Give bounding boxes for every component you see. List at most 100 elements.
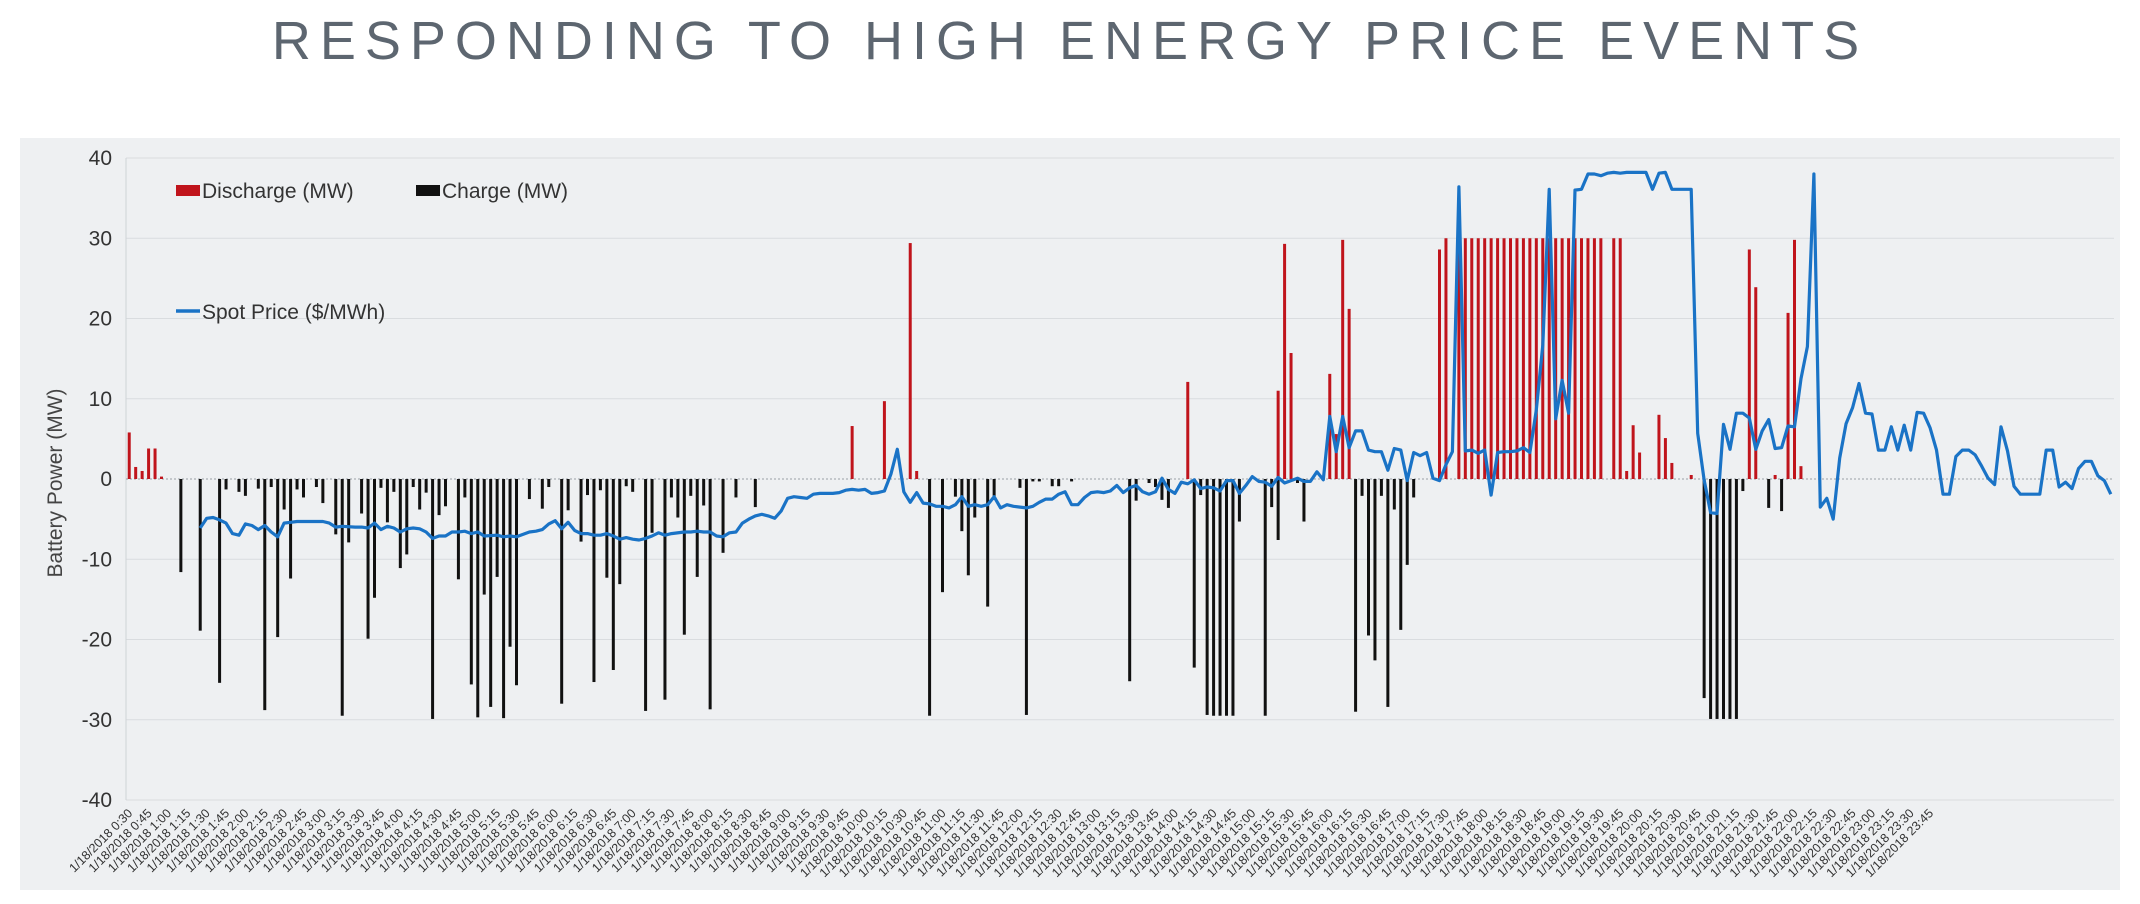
charge-bar (1405, 479, 1409, 565)
discharge-bar (1754, 287, 1758, 479)
charge-bar (618, 479, 622, 585)
discharge-bar (1599, 238, 1603, 479)
charge-bar (611, 479, 615, 670)
charge-bar (605, 479, 609, 578)
charge-bar (1018, 479, 1022, 488)
discharge-bar (1496, 238, 1500, 479)
charge-bar (1212, 479, 1216, 716)
discharge-bar (1463, 238, 1467, 479)
charge-bar (340, 479, 344, 716)
chart-container: 40 30 20 10 0 -10 -20 -30 -40 1/18/2018 0:30 1/18… (20, 138, 2120, 890)
charge-bar (644, 479, 648, 711)
charge-bar (1128, 479, 1132, 682)
charge-bar (540, 479, 544, 509)
discharge-bar (1489, 238, 1493, 479)
discharge-bar (1689, 474, 1693, 479)
charge-bar (586, 479, 589, 496)
legend-swatch (176, 185, 200, 196)
charge-bar (695, 479, 699, 577)
charge-bar (1237, 479, 1241, 522)
discharge-bar (1509, 238, 1512, 479)
charge-bar (302, 479, 305, 498)
charge-bar (418, 479, 422, 510)
charge-bar (508, 479, 512, 647)
charge-bar (360, 479, 364, 514)
charge-bar (295, 479, 299, 490)
discharge-bar (1289, 353, 1293, 479)
charge-bar (592, 479, 596, 683)
charge-bar (1231, 479, 1235, 716)
discharge-bar (1534, 238, 1538, 479)
charge-bar (1373, 479, 1377, 661)
charge-bar (973, 479, 977, 518)
charge-bar (1367, 479, 1370, 636)
charge-bar (631, 479, 635, 492)
charge-bar (669, 479, 673, 498)
y-tick-label: -30 (82, 709, 112, 732)
charge-bar (243, 479, 247, 496)
charge-bar (1379, 479, 1383, 496)
charge-bar (289, 479, 293, 579)
charge-bar (379, 479, 383, 488)
charge-bar (495, 479, 499, 577)
charge-bar (1386, 479, 1390, 707)
charge-bar (624, 479, 628, 487)
charge-bar (237, 479, 241, 492)
legend-swatch (416, 185, 440, 196)
x-axis-ticks: 1/18/2018 0:301/18/2018 0:451/18/2018 1:… (66, 806, 1936, 880)
discharge-bar (1457, 238, 1461, 479)
charge-bar (598, 479, 602, 491)
discharge-bar (1554, 238, 1558, 479)
discharge-bar (1334, 434, 1338, 479)
charge-bar (263, 479, 267, 711)
charge-bar (1734, 479, 1738, 719)
charge-bar (1166, 479, 1170, 508)
battery-power-chart: 40 30 20 10 0 -10 -20 -30 -40 1/18/2018 0:301/18… (20, 138, 2120, 890)
discharge-bar (1773, 474, 1777, 479)
charge-bar (941, 479, 944, 593)
charge-bar (437, 479, 441, 516)
y-tick-label: 30 (89, 227, 112, 250)
discharge-bar (1547, 238, 1551, 479)
charge-bar (334, 479, 338, 535)
discharge-bar (1483, 238, 1487, 479)
discharge-bar (1560, 238, 1564, 479)
charge-bar (676, 479, 680, 518)
discharge-bar (1476, 238, 1480, 479)
charge-bar (1205, 479, 1209, 715)
discharge-bar (1438, 249, 1441, 479)
y-tick-label: -40 (82, 789, 112, 812)
charge-bar (276, 479, 280, 638)
discharge-bar (153, 448, 157, 479)
discharge-bar (134, 466, 138, 479)
charge-bar (224, 479, 228, 490)
discharge-bar (1283, 243, 1287, 479)
discharge-bar (1586, 238, 1590, 479)
charge-bar (1160, 479, 1164, 500)
charge-bar (1722, 479, 1725, 719)
charge-bar (960, 479, 964, 532)
discharge-bar (160, 476, 163, 479)
discharge-bar (1521, 238, 1525, 479)
legend: Discharge (MW) Charge (MW) Spot Price ($/M… (176, 180, 568, 324)
discharge-bar (1631, 425, 1635, 479)
chart-background (20, 138, 2120, 890)
charge-bar (1147, 479, 1151, 484)
discharge-bar (147, 448, 151, 479)
charge-bar (1037, 479, 1041, 482)
charge-bar (1302, 479, 1306, 522)
discharge-bar (908, 243, 912, 479)
charge-bar (1741, 479, 1745, 492)
charge-bar (444, 479, 447, 507)
discharge-bar (1747, 249, 1751, 479)
charge-bar (560, 479, 564, 704)
charge-bar (198, 479, 202, 631)
charge-bar (489, 479, 493, 707)
charge-bar (1354, 479, 1358, 712)
discharge-bar (1799, 466, 1803, 479)
discharge-bar (1793, 239, 1796, 479)
charge-bar (218, 479, 222, 683)
charge-bar (1270, 479, 1274, 508)
charge-bar (1296, 479, 1299, 484)
charge-bar (682, 479, 686, 635)
